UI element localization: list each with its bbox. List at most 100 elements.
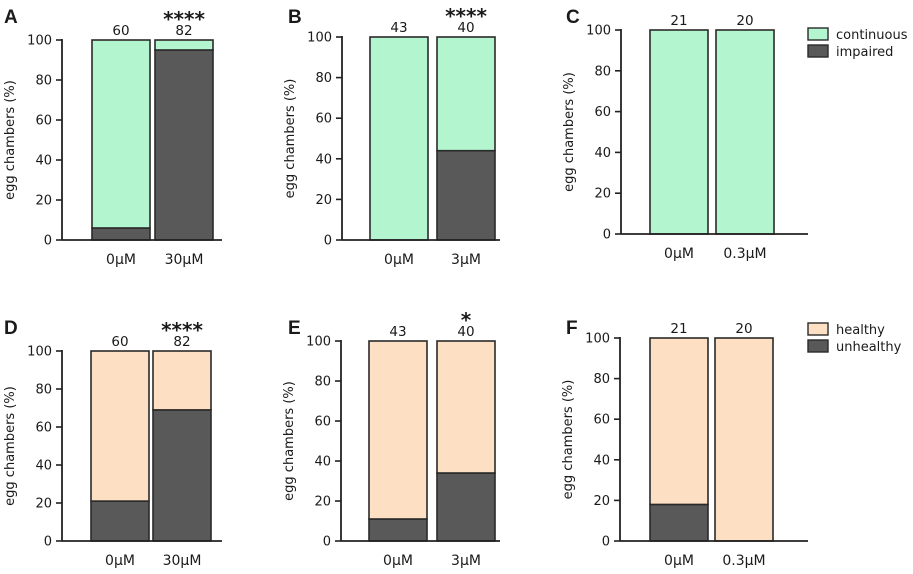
y-tick-label: 20 <box>35 497 52 512</box>
significance-stars: **** <box>445 4 487 28</box>
sample-count-label: 20 <box>735 321 752 337</box>
bar-segment-continuous <box>436 36 496 152</box>
sample-count-label: 20 <box>736 13 753 29</box>
y-tick-label: 100 <box>586 24 611 39</box>
bar-2 <box>436 36 496 241</box>
y-tick-label: 60 <box>35 421 52 436</box>
bar-segment-impaired <box>154 49 214 241</box>
panel-letter: A <box>4 7 18 28</box>
significance-stars: * <box>461 308 472 332</box>
y-tick-label: 60 <box>593 413 610 428</box>
y-tick-label: 60 <box>315 112 332 127</box>
bar-segment-healthy <box>436 340 496 474</box>
panel-letter: E <box>288 318 301 339</box>
y-tick-label: 60 <box>35 114 52 129</box>
x-category-label: 0.3μM <box>723 246 766 262</box>
y-tick-label: 40 <box>593 453 610 468</box>
x-category-label: 0μM <box>664 553 694 569</box>
y-tick-label: 100 <box>307 31 332 46</box>
x-category-label: 0μM <box>664 246 694 262</box>
y-tick-label: 0 <box>44 234 52 249</box>
bar-segment-healthy <box>649 337 709 506</box>
bar-segment-healthy <box>368 340 428 520</box>
bar-segment-continuous <box>715 29 775 235</box>
sample-count-label: 60 <box>111 334 128 350</box>
y-tick-label: 40 <box>315 152 332 167</box>
bar-2 <box>154 39 214 241</box>
y-tick-label: 100 <box>27 34 52 49</box>
y-axis-label: egg chambers (%) <box>562 72 577 192</box>
y-tick-label: 60 <box>314 415 331 430</box>
bar-segment-continuous <box>369 36 429 241</box>
sample-count-label: 40 <box>457 20 474 36</box>
y-tick-label: 40 <box>594 146 611 161</box>
bar-2 <box>714 337 774 542</box>
x-category-label: 3μM <box>451 252 481 268</box>
bar-segment-healthy <box>714 337 774 542</box>
bar-segment-healthy <box>90 350 150 502</box>
y-tick-label: 100 <box>306 335 331 350</box>
y-tick-label: 100 <box>585 332 610 347</box>
legend-label: healthy <box>836 323 885 338</box>
bar-segment-continuous <box>649 29 709 235</box>
y-tick-label: 0 <box>603 228 611 243</box>
y-tick-label: 40 <box>35 459 52 474</box>
bar-2 <box>715 29 775 235</box>
legend-swatch <box>807 44 829 58</box>
x-category-label: 0μM <box>383 553 413 569</box>
legend-2: healthy unhealthy <box>807 322 902 355</box>
x-category-label: 30μM <box>165 252 204 268</box>
bar-segment-unhealthy <box>90 500 150 542</box>
bar-1 <box>368 340 428 542</box>
y-tick-label: 40 <box>35 154 52 169</box>
sample-count-label: 21 <box>670 13 687 29</box>
sample-count-label: 21 <box>670 321 687 337</box>
bar-segment-continuous <box>91 39 151 229</box>
y-tick-label: 20 <box>314 495 331 510</box>
bar-1 <box>91 39 151 241</box>
bar-segment-continuous <box>154 39 214 51</box>
y-tick-label: 80 <box>314 375 331 390</box>
y-tick-label: 80 <box>35 383 52 398</box>
significance-stars: **** <box>161 318 203 342</box>
x-category-label: 0μM <box>106 252 136 268</box>
bar-1 <box>649 29 709 235</box>
legend-swatch <box>807 322 829 336</box>
x-category-label: 0μM <box>384 252 414 268</box>
bar-1 <box>649 337 709 542</box>
x-category-label: 30μM <box>163 553 202 569</box>
y-tick-label: 80 <box>594 64 611 79</box>
x-category-label: 0μM <box>105 553 135 569</box>
legend-label: impaired <box>836 45 893 60</box>
y-tick-label: 0 <box>44 535 52 550</box>
bar-segment-impaired <box>436 149 496 241</box>
y-tick-label: 100 <box>27 345 52 360</box>
y-tick-label: 20 <box>315 193 332 208</box>
y-tick-label: 80 <box>315 71 332 86</box>
legend-label: unhealthy <box>836 340 902 355</box>
bar-1 <box>369 36 429 241</box>
legend-label: continuous <box>836 28 908 43</box>
sample-count-label: 43 <box>390 20 407 36</box>
y-tick-label: 80 <box>593 372 610 387</box>
bar-segment-unhealthy <box>152 409 212 542</box>
y-axis-label: egg chambers (%) <box>561 380 576 500</box>
bar-segment-unhealthy <box>368 518 428 542</box>
sample-count-label: 40 <box>457 324 474 340</box>
bar-1 <box>90 350 150 542</box>
bar-segment-impaired <box>91 227 151 241</box>
sample-count-label: 82 <box>175 23 192 39</box>
y-tick-label: 20 <box>594 187 611 202</box>
x-category-label: 0.3μM <box>722 553 765 569</box>
y-axis-label: egg chambers (%) <box>3 80 18 200</box>
legend-swatch <box>807 27 829 41</box>
y-tick-label: 0 <box>324 234 332 249</box>
y-axis-label: egg chambers (%) <box>283 79 298 199</box>
